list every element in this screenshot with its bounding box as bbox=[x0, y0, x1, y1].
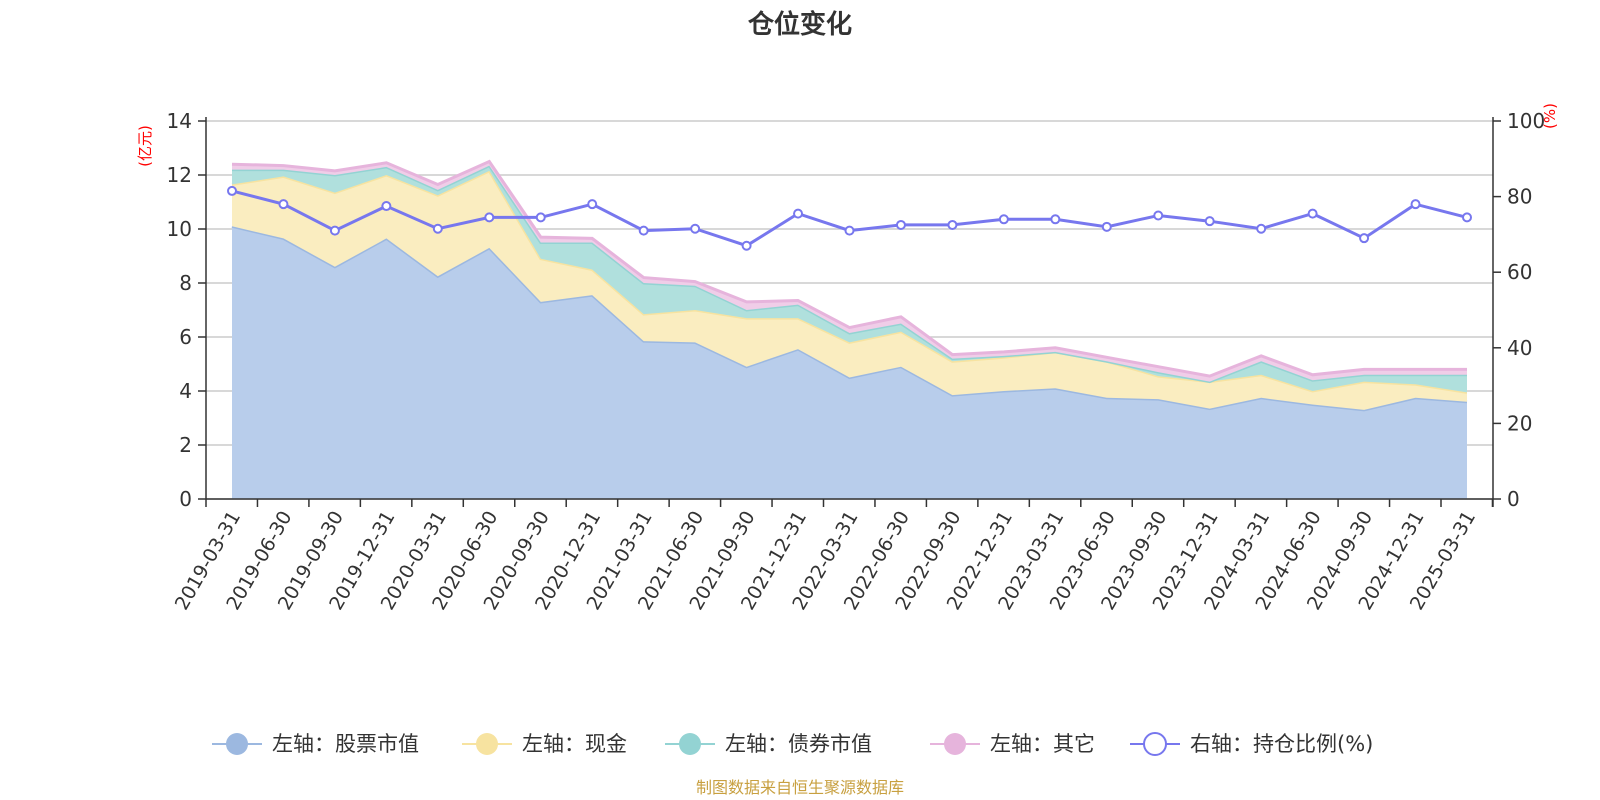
legend-marker bbox=[679, 733, 701, 755]
ratio-point bbox=[381, 201, 392, 212]
ratio-point bbox=[690, 223, 701, 234]
legend-item: 左轴：现金 bbox=[462, 732, 627, 756]
ratio-point bbox=[1101, 221, 1112, 232]
ratio-point bbox=[844, 225, 855, 236]
left-tick-label: 8 bbox=[179, 271, 192, 295]
left-tick-label: 12 bbox=[167, 163, 192, 187]
area-左轴：股票市值 bbox=[232, 226, 1467, 500]
legend-marker bbox=[1143, 732, 1167, 756]
right-axis-unit: (%) bbox=[1541, 103, 1559, 129]
legend-label: 右轴：持仓比例(%) bbox=[1190, 732, 1373, 756]
area-edge-左轴：其它 bbox=[231, 159, 1467, 378]
legend-item: 左轴：股票市值 bbox=[212, 732, 419, 756]
ratio-point bbox=[1359, 233, 1370, 244]
left-tick-label: 10 bbox=[167, 217, 192, 241]
ratio-point bbox=[1307, 208, 1318, 219]
legend-label: 左轴：债券市值 bbox=[725, 732, 872, 756]
chart-title: 仓位变化 bbox=[747, 9, 852, 40]
stacked-areas bbox=[231, 159, 1468, 500]
ratio-point bbox=[1256, 223, 1267, 234]
ratio-point bbox=[895, 219, 906, 230]
legend-item: 右轴：持仓比例(%) bbox=[1130, 732, 1373, 756]
ratio-point bbox=[1050, 214, 1061, 225]
ratio-point bbox=[587, 199, 598, 210]
legend-item: 左轴：债券市值 bbox=[665, 732, 872, 756]
ratio-point bbox=[1410, 199, 1421, 210]
legend-label: 左轴：现金 bbox=[522, 732, 627, 756]
ratio-point bbox=[227, 185, 237, 196]
legend-marker bbox=[944, 733, 966, 755]
legend-marker bbox=[476, 733, 498, 755]
legend-label: 左轴：股票市值 bbox=[272, 732, 419, 756]
ratio-point bbox=[998, 214, 1009, 225]
ratio-point bbox=[535, 212, 546, 223]
ratio-point bbox=[741, 240, 752, 251]
right-tick-label: 80 bbox=[1507, 185, 1532, 209]
right-tick-label: 20 bbox=[1507, 411, 1532, 435]
left-tick-label: 14 bbox=[167, 109, 192, 133]
right-tick-label: 0 bbox=[1507, 487, 1520, 511]
left-tick-label: 4 bbox=[179, 379, 192, 403]
ratio-point bbox=[638, 225, 649, 236]
ratio-point bbox=[1153, 210, 1164, 221]
ratio-point bbox=[947, 219, 958, 230]
left-tick-label: 2 bbox=[179, 433, 192, 457]
legend-item: 左轴：其它 bbox=[930, 732, 1095, 756]
data-source-note: 制图数据来自恒生聚源数据库 bbox=[696, 778, 904, 797]
left-tick-label: 0 bbox=[179, 487, 192, 511]
left-tick-label: 6 bbox=[179, 325, 192, 349]
right-tick-label: 100 bbox=[1507, 109, 1545, 133]
ratio-point bbox=[793, 208, 804, 219]
ratio-point bbox=[278, 199, 289, 210]
right-tick-label: 40 bbox=[1507, 336, 1532, 360]
ratio-point bbox=[1204, 216, 1215, 227]
ratio-line bbox=[227, 185, 1472, 251]
ratio-point bbox=[432, 223, 443, 234]
legend-label: 左轴：其它 bbox=[990, 732, 1095, 756]
legend-marker bbox=[226, 733, 248, 755]
right-tick-label: 60 bbox=[1507, 260, 1532, 284]
legend: 左轴：股票市值 左轴：现金 左轴：债券市值 左轴：其它 右轴：持仓比例(%) bbox=[212, 732, 1373, 756]
left-axis-unit: (亿元) bbox=[136, 125, 154, 167]
ratio-point bbox=[1462, 212, 1472, 223]
ratio-point bbox=[484, 212, 495, 223]
ratio-point bbox=[329, 225, 340, 236]
